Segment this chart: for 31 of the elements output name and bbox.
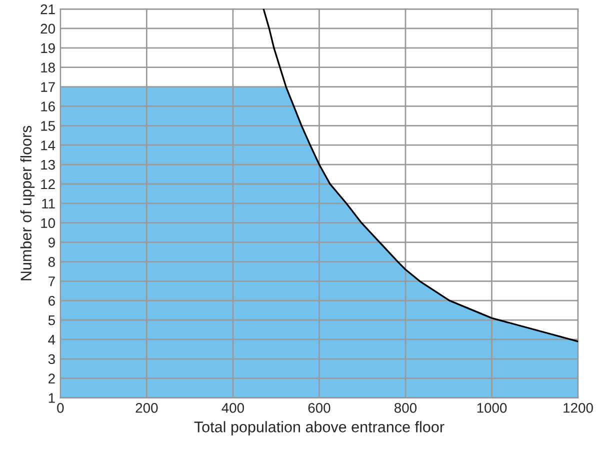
x-tick-label: 400 [222, 402, 244, 413]
y-tick-label: 18 [41, 62, 55, 73]
y-tick-label: 13 [41, 160, 55, 170]
y-tick-label: 19 [41, 43, 55, 54]
y-tick-label: 21 [40, 4, 55, 14]
y-tick-label: 16 [41, 102, 55, 112]
y-tick-label: 3 [48, 354, 55, 364]
y-tick-label: 20 [40, 24, 55, 34]
y-tick-label: 2 [48, 374, 55, 384]
y-tick-label: 8 [48, 257, 55, 267]
y-tick-label: 11 [42, 198, 55, 208]
x-tick-label: 200 [136, 402, 158, 413]
y-tick-label: 10 [41, 218, 55, 228]
y-tick-label: 5 [48, 315, 55, 326]
line-series [262, 9, 578, 342]
x-axis-title: Total population above entrance floor [194, 421, 444, 436]
y-tick-label: 14 [41, 140, 56, 150]
y-tick-label: 7 [48, 276, 55, 286]
y-axis-title: Number of upper floors [20, 126, 35, 280]
y-tick-label: 12 [41, 179, 55, 189]
y-tick-label: 4 [48, 334, 56, 344]
x-tick-label: 1200 [564, 402, 593, 413]
x-tick-label: 600 [308, 402, 330, 413]
x-tick-label: 800 [394, 402, 417, 413]
x-tick-label: 1000 [477, 402, 507, 413]
x-tick-label: 0 [57, 402, 64, 413]
y-tick-label: 9 [48, 238, 55, 248]
y-tick-label: 6 [48, 296, 55, 306]
y-tick-label: 1 [48, 393, 55, 403]
y-tick-label: 15 [41, 121, 55, 131]
y-tick-label: 17 [41, 82, 55, 92]
